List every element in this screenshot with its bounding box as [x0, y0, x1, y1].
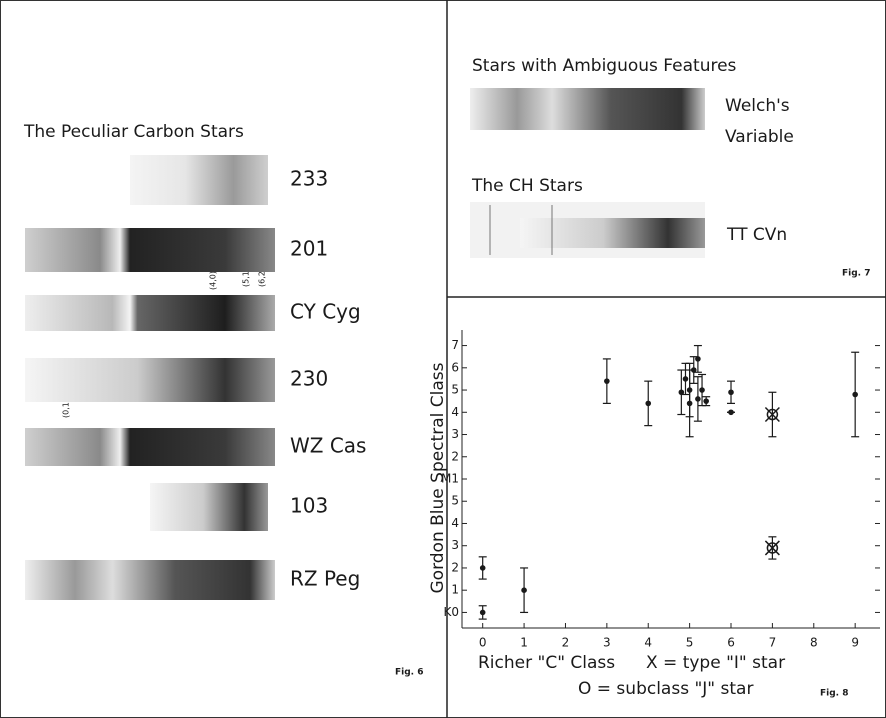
spectrum-label: RZ Peg [290, 567, 360, 591]
x-tick-label: 8 [810, 636, 818, 650]
x-tick-label: 5 [686, 636, 694, 650]
y-tick-label: K0 [443, 605, 459, 619]
point [695, 356, 701, 362]
spectrum-label: TT CVn [726, 225, 787, 245]
y-tick-label: 2 [451, 560, 459, 574]
x-tick-label: 4 [644, 636, 652, 650]
y-tick-label: 1 [451, 583, 459, 597]
x-tick-label: 2 [562, 636, 570, 650]
point [682, 376, 689, 382]
x-axis-label: Richer "C" Class [478, 653, 615, 673]
point [852, 391, 858, 398]
spectrum-label: CY Cyg [290, 300, 361, 324]
spectrum [25, 358, 275, 402]
point [678, 389, 685, 396]
y-tick-label: 6 [451, 360, 459, 374]
band-label: (0,1) [62, 399, 71, 418]
spectrum-label: 201 [290, 237, 328, 261]
point-cross [764, 540, 780, 556]
point [690, 367, 697, 373]
point [479, 609, 486, 616]
point [728, 389, 734, 396]
spectrum [130, 155, 268, 205]
spectrum [520, 218, 705, 248]
spectrum-label: Variable [725, 127, 794, 147]
spectrum [150, 483, 268, 531]
x-tick-label: 7 [769, 636, 777, 650]
y-tick-label: 4 [451, 405, 459, 419]
spectrum [25, 560, 275, 600]
point [728, 409, 734, 416]
y-tick-label: 5 [451, 494, 459, 508]
fig7-label: Fig. 7 [842, 269, 871, 279]
legend-note: X = type "I" star [646, 653, 785, 673]
band-label: (4,0) [209, 271, 218, 290]
point [766, 542, 779, 554]
y-tick-label: 7 [451, 338, 459, 352]
y-tick-label: 3 [451, 427, 459, 441]
fig7-title: Stars with Ambiguous Features [472, 56, 737, 76]
spectrum [25, 428, 275, 466]
spectrum [470, 88, 705, 130]
y-tick-label: 3 [451, 538, 459, 552]
fig6-title: The Peculiar Carbon Stars [23, 122, 244, 142]
point [695, 396, 701, 402]
point-cross [764, 406, 780, 423]
spectrum-label: 103 [290, 494, 328, 518]
x-tick-label: 0 [479, 636, 487, 650]
point [479, 565, 486, 571]
spectrum-label: Welch's [725, 96, 790, 116]
fig7-title: The CH Stars [471, 176, 583, 196]
fig6-label: Fig. 6 [395, 668, 424, 678]
x-tick-label: 6 [727, 636, 735, 650]
spectrum-label: 233 [290, 167, 328, 191]
spectrum [25, 228, 275, 272]
spectrum [25, 295, 275, 331]
y-tick-label: 2 [451, 449, 459, 463]
y-tick-label: M1 [441, 472, 459, 486]
legend-note: O = subclass "J" star [578, 679, 753, 699]
x-tick-label: 3 [603, 636, 611, 650]
y-tick-label: 5 [451, 383, 459, 397]
x-tick-label: 1 [520, 636, 528, 650]
y-axis-label: Gordon Blue Spectral Class [428, 362, 448, 593]
band-label: (6,2) [258, 268, 267, 287]
point [686, 387, 693, 393]
point [766, 408, 779, 421]
point [521, 587, 527, 593]
spectrum-label: WZ Cas [290, 434, 366, 458]
spectrum-label: 230 [290, 367, 328, 391]
fig8-label: Fig. 8 [820, 689, 849, 699]
point [645, 400, 652, 407]
x-tick-label: 9 [851, 636, 859, 650]
point [699, 387, 705, 393]
point [703, 398, 709, 404]
band-label: (5,1) [242, 268, 251, 287]
point [604, 378, 610, 384]
y-tick-label: 4 [451, 516, 459, 530]
